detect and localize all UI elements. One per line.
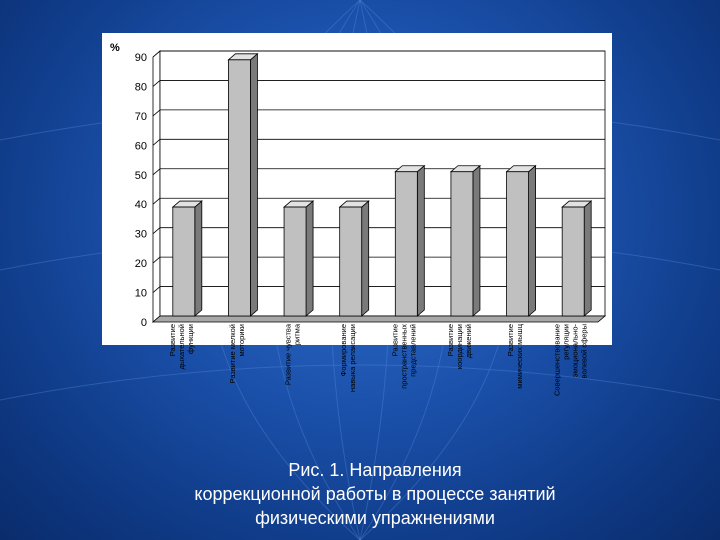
category-label: Развитие [446,324,455,356]
category-label: представлений [408,324,417,377]
y-tick-label: 40 [135,199,147,211]
category-label: волевой сферы [580,324,589,378]
category-label: ритма [293,323,302,345]
category-label: Развитие [168,324,177,356]
bar [171,200,203,317]
gridline-side [152,168,161,176]
bar-front [394,171,418,317]
bar-side [472,164,481,317]
bar-front [506,171,529,317]
bar-side [194,200,203,317]
bar-front [339,206,363,317]
bar-side [250,52,258,317]
chart-floor [151,315,607,323]
category-label: эмоционально- [571,323,580,377]
bar-side [583,200,592,317]
category-label: Развитие [506,324,515,356]
category-label: пространственных [399,324,408,389]
gridline-side [152,197,161,205]
bar-side [305,200,314,317]
bar-side [361,200,370,317]
y-tick-label: 90 [135,52,147,64]
x-axis-category-labels: Развитие дыхательной функции Развитие мелко… [168,323,589,396]
bar [449,164,482,317]
chart-floor-plane [151,315,607,323]
category-label: дыхательной [177,324,186,370]
y-tick-label: 60 [135,140,147,152]
category-label: Развитие [390,324,399,356]
bar [282,200,315,317]
gridline-side [152,256,161,264]
gridline-side [152,109,161,117]
category-label: мимических мышц [515,323,524,388]
y-tick-label: 70 [135,111,147,123]
chart-side-wall [152,50,161,323]
gridline-side [152,227,161,234]
bar [338,200,370,317]
y-tick-label: 30 [135,229,147,241]
caption-line-3: физическими упражнениями [255,508,495,528]
gridline-side [152,80,161,87]
category-label: координации [455,324,464,369]
y-axis-ticks: 0 10 20 30 40 50 60 70 80 90 [135,52,147,329]
category-label: движений [464,324,473,358]
chart-back-wall [159,50,606,317]
bar-side [528,164,536,317]
bar-front [172,206,196,317]
y-tick-label: 80 [135,81,147,93]
bar [505,164,537,317]
bar-front [561,206,585,317]
category-label: моторики [237,324,246,357]
caption-line-2: коррекционной работы в процессе занятий [194,484,556,504]
bar-front [450,171,474,317]
y-tick-label: 50 [135,170,147,182]
chart-bars [171,52,593,317]
category-label: регуляции [562,324,571,360]
y-tick-label: 0 [141,317,147,329]
category-label: Развитие мелкой [228,324,237,384]
bar [394,164,426,317]
bar-front [228,59,251,317]
bar-front [283,206,307,317]
category-label: навыка релаксации [348,324,357,392]
figure-caption: Рис. 1. Направления коррекционной работы… [100,458,650,530]
category-label: Развитие чувства [284,323,293,385]
bar-side [416,164,425,317]
category-label: Совершенствование [553,324,562,396]
gridline-side [152,50,161,58]
y-tick-label: 20 [135,258,147,270]
category-label: Формирование [339,324,348,376]
gridline-side [152,139,161,146]
y-tick-label: 10 [135,288,147,300]
bar [561,200,593,317]
y-axis-unit-label: % [110,42,120,54]
chart-grid [152,50,606,323]
bar [227,52,259,317]
gridline-side [152,286,161,293]
category-label: функции [186,324,195,354]
caption-line-1: Рис. 1. Направления [288,460,462,480]
